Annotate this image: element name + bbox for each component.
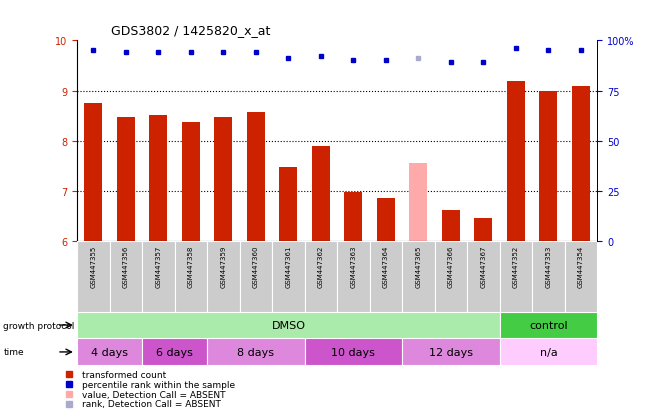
- Bar: [312, 147, 330, 242]
- Bar: [565, 242, 597, 312]
- Text: control: control: [529, 320, 568, 330]
- Bar: [150, 115, 167, 242]
- Text: DMSO: DMSO: [272, 320, 305, 330]
- Bar: [207, 339, 305, 366]
- Bar: [85, 104, 103, 242]
- Text: GSM447363: GSM447363: [350, 245, 356, 287]
- Bar: [174, 242, 207, 312]
- Bar: [500, 242, 532, 312]
- Bar: [280, 168, 297, 242]
- Text: GSM447355: GSM447355: [91, 245, 97, 287]
- Bar: [305, 242, 338, 312]
- Text: percentile rank within the sample: percentile rank within the sample: [83, 380, 236, 389]
- Text: GSM447365: GSM447365: [415, 245, 421, 287]
- Text: GSM447366: GSM447366: [448, 245, 454, 287]
- Bar: [442, 210, 460, 242]
- Bar: [370, 242, 402, 312]
- Bar: [77, 242, 109, 312]
- Text: GDS3802 / 1425820_x_at: GDS3802 / 1425820_x_at: [111, 24, 270, 37]
- Text: time: time: [3, 348, 24, 356]
- Bar: [467, 242, 500, 312]
- Text: GSM447356: GSM447356: [123, 245, 129, 287]
- Text: growth protocol: growth protocol: [3, 321, 74, 330]
- Bar: [474, 218, 493, 242]
- Bar: [409, 164, 427, 242]
- Text: GSM447362: GSM447362: [318, 245, 324, 287]
- Bar: [500, 339, 597, 366]
- Bar: [377, 198, 395, 242]
- Text: GSM447367: GSM447367: [480, 245, 486, 287]
- Text: value, Detection Call = ABSENT: value, Detection Call = ABSENT: [83, 390, 226, 399]
- Text: rank, Detection Call = ABSENT: rank, Detection Call = ABSENT: [83, 399, 221, 408]
- Bar: [142, 339, 207, 366]
- Text: GSM447352: GSM447352: [513, 245, 519, 287]
- Bar: [77, 339, 142, 366]
- Text: 8 days: 8 days: [238, 347, 274, 357]
- Bar: [305, 339, 402, 366]
- Bar: [572, 86, 590, 242]
- Text: GSM447360: GSM447360: [253, 245, 259, 287]
- Bar: [182, 123, 200, 242]
- Bar: [142, 242, 174, 312]
- Bar: [240, 242, 272, 312]
- Text: GSM447361: GSM447361: [285, 245, 291, 287]
- Bar: [402, 339, 500, 366]
- Bar: [117, 118, 135, 242]
- Bar: [500, 312, 597, 339]
- Bar: [215, 118, 232, 242]
- Text: GSM447364: GSM447364: [383, 245, 389, 287]
- Text: GSM447359: GSM447359: [220, 245, 226, 287]
- Bar: [539, 91, 558, 242]
- Bar: [344, 193, 362, 242]
- Bar: [207, 242, 240, 312]
- Text: 4 days: 4 days: [91, 347, 128, 357]
- Bar: [435, 242, 467, 312]
- Text: 10 days: 10 days: [331, 347, 375, 357]
- Text: GSM447357: GSM447357: [156, 245, 162, 287]
- Bar: [507, 81, 525, 242]
- Bar: [109, 242, 142, 312]
- Text: n/a: n/a: [539, 347, 558, 357]
- Bar: [532, 242, 565, 312]
- Text: 12 days: 12 days: [429, 347, 473, 357]
- Text: 6 days: 6 days: [156, 347, 193, 357]
- Text: GSM447358: GSM447358: [188, 245, 194, 287]
- Bar: [77, 312, 500, 339]
- Text: transformed count: transformed count: [83, 370, 166, 379]
- Bar: [247, 112, 265, 242]
- Bar: [402, 242, 435, 312]
- Bar: [338, 242, 370, 312]
- Text: GSM447353: GSM447353: [546, 245, 552, 287]
- Text: GSM447354: GSM447354: [578, 245, 584, 287]
- Bar: [272, 242, 305, 312]
